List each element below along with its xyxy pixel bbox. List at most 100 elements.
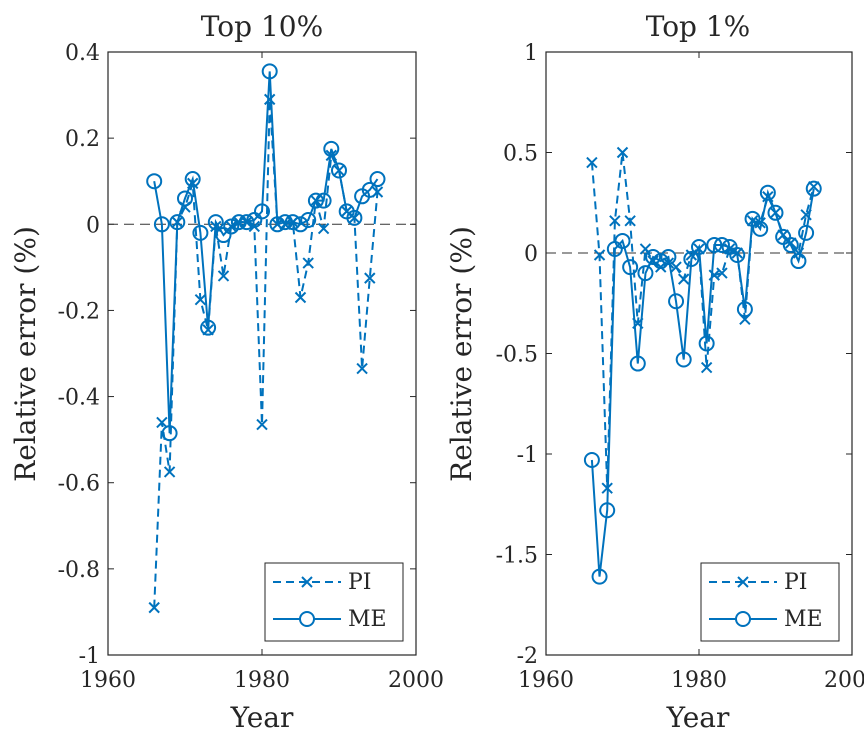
plot-area xyxy=(546,52,852,655)
data-point-me xyxy=(583,452,600,469)
data-point-me xyxy=(652,253,669,270)
data-point-me xyxy=(706,236,723,253)
data-point-pi xyxy=(700,361,713,374)
legend-pi-marker xyxy=(737,576,749,588)
data-point-me xyxy=(292,216,309,233)
series-layer xyxy=(146,63,386,614)
data-point-me xyxy=(591,568,608,585)
data-point-me xyxy=(736,301,753,318)
data-point-pi xyxy=(317,222,330,235)
data-point-me xyxy=(200,319,217,336)
data-point-me xyxy=(284,214,301,231)
legend: PI ME xyxy=(264,562,404,642)
legend-me-label: ME xyxy=(784,607,823,632)
data-point-pi xyxy=(294,291,307,304)
y-tick-label: 0 xyxy=(524,242,538,267)
data-point-me xyxy=(675,351,692,368)
series-layer xyxy=(583,146,822,585)
data-point-me xyxy=(759,184,776,201)
data-point-pi xyxy=(609,215,621,227)
data-point-pi xyxy=(677,273,690,285)
series-line-pi xyxy=(153,99,379,608)
data-point-me xyxy=(323,140,340,157)
data-point-pi xyxy=(156,416,168,429)
data-point-pi xyxy=(163,466,176,478)
data-point-me xyxy=(184,171,201,188)
series-line-me xyxy=(590,188,815,577)
data-point-me xyxy=(614,232,631,249)
data-point-me xyxy=(269,216,286,233)
data-point-me xyxy=(798,224,815,241)
data-point-me xyxy=(277,214,294,231)
legend-box xyxy=(700,562,840,642)
data-point-me xyxy=(161,425,178,442)
data-point-me xyxy=(146,173,163,190)
data-point-me xyxy=(153,216,170,233)
y-axis-label: Relative error (%) xyxy=(445,226,478,482)
data-point-me xyxy=(698,335,715,352)
data-point-me xyxy=(169,214,186,231)
data-point-pi xyxy=(624,215,636,227)
data-point-me xyxy=(782,236,799,253)
y-tick-label: -0.6 xyxy=(58,472,100,497)
legend-me-marker xyxy=(735,611,751,627)
y-axis-label: Relative error (%) xyxy=(9,226,42,482)
data-point-me xyxy=(177,190,193,207)
data-point-me xyxy=(629,355,646,372)
y-tick-label: -1.5 xyxy=(496,544,538,569)
data-point-me xyxy=(805,180,822,197)
data-point-me xyxy=(668,293,685,310)
legend-box xyxy=(264,562,404,642)
y-tick-label: 0.5 xyxy=(503,142,538,167)
data-point-me xyxy=(660,249,677,266)
x-tick-label: 1980 xyxy=(234,668,290,693)
y-tick-label: -1 xyxy=(517,443,538,468)
data-point-pi xyxy=(302,257,314,269)
x-tick-label: 2000 xyxy=(388,668,444,693)
axis-ticks: 1960 1980 2000 0.4 0.2 0 -0.2 -0.4 -0.6 -0.8 -1 xyxy=(58,41,444,693)
y-tick-label: -0.8 xyxy=(58,558,100,583)
data-point-me xyxy=(683,251,700,268)
y-tick-label: -0.2 xyxy=(58,299,100,324)
x-tick-label: 2000 xyxy=(824,668,864,693)
data-point-me xyxy=(207,214,224,231)
data-point-me xyxy=(192,224,209,241)
plot-area xyxy=(108,52,416,655)
axes-box xyxy=(107,51,417,656)
data-point-me xyxy=(223,218,240,235)
data-point-pi xyxy=(716,267,728,279)
data-point-me xyxy=(230,214,247,231)
data-point-me xyxy=(752,220,769,237)
data-point-me xyxy=(300,211,317,228)
data-point-me xyxy=(691,238,707,255)
data-point-me xyxy=(622,259,639,276)
x-tick-label: 1980 xyxy=(671,668,727,693)
x-tick-label: 1960 xyxy=(80,668,136,693)
data-point-me xyxy=(315,192,332,209)
data-point-me xyxy=(729,247,746,264)
data-point-me xyxy=(346,209,363,226)
panel-top-1: Top 1% Year Relative error (%) 1960 1980 2… xyxy=(445,10,864,734)
y-tick-label: 0.4 xyxy=(65,41,100,66)
data-point-me xyxy=(637,265,654,282)
y-tick-label: -0.4 xyxy=(58,386,100,411)
y-tick-label: -2 xyxy=(517,644,538,669)
data-point-pi xyxy=(256,418,268,431)
data-point-pi xyxy=(356,362,368,375)
data-point-pi xyxy=(593,249,606,261)
data-point-pi xyxy=(364,272,376,284)
panel-top-10: Top 10% Year Relative error (%) 1960 1980… xyxy=(9,10,444,734)
y-tick-label: 0 xyxy=(86,213,100,238)
legend-pi-label: PI xyxy=(348,570,372,595)
data-point-me xyxy=(744,210,761,227)
data-point-me xyxy=(767,204,784,221)
data-point-me xyxy=(261,63,278,80)
data-point-pi xyxy=(217,270,230,282)
legend: PI ME xyxy=(700,562,840,642)
y-tick-label: 0.2 xyxy=(65,127,100,152)
data-point-me xyxy=(790,253,807,270)
y-tick-label: 1 xyxy=(524,41,538,66)
data-point-me xyxy=(599,502,616,519)
data-point-me xyxy=(331,162,347,179)
